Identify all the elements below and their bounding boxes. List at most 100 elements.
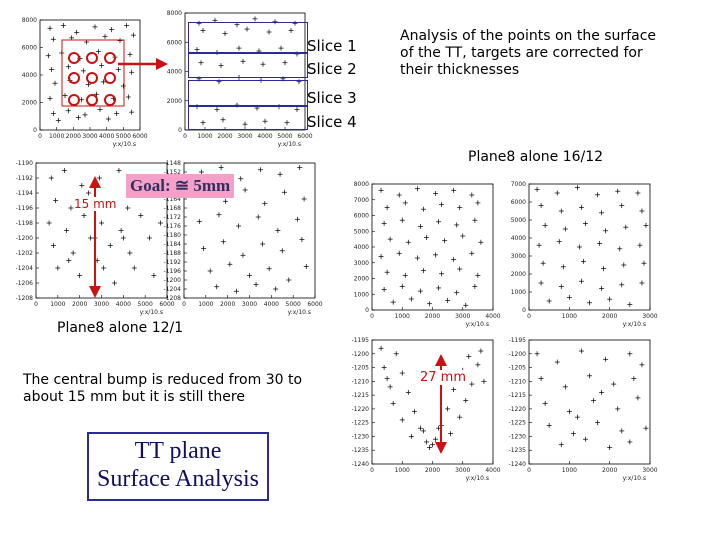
data-point (114, 111, 120, 116)
y-tick-label: -1190 (16, 160, 34, 167)
data-point (423, 439, 429, 445)
y-tick-label: -1184 (164, 241, 182, 248)
x-tick-label: 2000 (66, 133, 81, 140)
slice-box-1 (188, 22, 308, 54)
data-point (390, 400, 396, 406)
data-point (578, 278, 584, 284)
slice-label-3: Slice 3 (307, 89, 357, 107)
data-point (216, 212, 222, 218)
data-point (109, 27, 115, 33)
data-point (433, 190, 439, 196)
data-point (417, 425, 423, 431)
data-point (478, 239, 484, 245)
x-tick-label: 0 (370, 313, 374, 320)
data-point (578, 204, 584, 210)
data-point (381, 365, 387, 371)
data-point (378, 345, 384, 351)
data-point (107, 243, 113, 248)
data-point (402, 272, 408, 278)
x-tick-label: 2000 (602, 467, 617, 474)
data-point (196, 219, 202, 224)
data-point (381, 220, 387, 226)
data-point (50, 243, 56, 248)
data-point (478, 348, 484, 354)
plot-frame (528, 339, 651, 465)
data-point (131, 265, 137, 271)
data-point (74, 29, 80, 35)
y-tick-label: -1235 (352, 447, 370, 454)
data-point (282, 60, 288, 66)
plane8-16-12-label: Plane8 alone 16/12 (468, 149, 604, 165)
data-point (297, 165, 303, 170)
data-point (138, 213, 144, 218)
data-point (621, 262, 627, 268)
y-tick-label: -1194 (16, 190, 34, 197)
y-tick-label: -1168 (164, 205, 182, 212)
data-point (619, 428, 625, 434)
data-point (79, 97, 85, 103)
data-point (125, 205, 131, 211)
data-point (275, 228, 281, 233)
data-point (627, 439, 633, 445)
central-bump-line-2: about 15 mm but it is still there (23, 389, 245, 405)
data-point (100, 79, 106, 85)
y-tick-label: -1208 (164, 295, 182, 302)
data-point (460, 233, 466, 239)
data-point (46, 220, 52, 226)
y-tick-label: 1000 (354, 291, 369, 298)
x-tick-label: 4000 (99, 133, 114, 140)
x-tick-label: 2000 (217, 133, 232, 140)
x-axis-label: y:x/10.s (623, 475, 646, 482)
target-circles (68, 52, 116, 106)
data-point (558, 284, 564, 290)
data-point (242, 121, 248, 127)
data-point (430, 442, 435, 448)
y-tick-label: 1000 (511, 289, 526, 296)
y-tick-label: 2000 (167, 98, 182, 105)
plane8-12-1-label: Plane8 alone 12/1 (57, 320, 184, 336)
x-tick-label: 1000 (50, 301, 65, 308)
x-tick-label: 6000 (159, 301, 174, 308)
y-tick-label: -1210 (509, 378, 527, 385)
tt-plane-title-line-2: Surface Analysis (97, 466, 259, 492)
label-15mm: 15 mm (74, 197, 117, 211)
data-point (220, 239, 226, 245)
data-point (601, 266, 607, 272)
slice-label-2: Slice 2 (307, 60, 357, 78)
y-tick-label: 6000 (167, 39, 182, 46)
y-tick-label: 2000 (22, 100, 37, 107)
data-point (399, 417, 405, 423)
data-point (384, 205, 390, 211)
y-tick-label: -1215 (352, 392, 370, 399)
x-tick-label: 1000 (49, 133, 64, 140)
data-point (627, 302, 633, 308)
x-tick-label: 3000 (455, 313, 470, 320)
data-point (570, 431, 576, 437)
data-point (420, 206, 426, 212)
data-point (378, 253, 384, 259)
data-point (641, 260, 647, 266)
y-tick-label: 7000 (511, 181, 526, 188)
x-tick-label: 2000 (425, 313, 440, 320)
y-tick-label: -1220 (509, 406, 527, 413)
x-tick-label: 2000 (72, 301, 87, 308)
data-point (384, 376, 390, 382)
y-tick-label: -1188 (164, 250, 182, 257)
data-point (619, 203, 625, 209)
data-point (469, 192, 475, 198)
data-point (405, 389, 411, 395)
data-point (214, 284, 220, 290)
data-point (88, 235, 94, 241)
analysis-line-1: Analysis of the points on the surface (400, 28, 657, 44)
data-point (396, 250, 402, 256)
tt-plane-title-box: TT plane Surface Analysis (87, 432, 269, 501)
data-point (619, 282, 625, 288)
y-tick-label: -1200 (16, 235, 34, 242)
data-point (433, 436, 439, 442)
x-axis-label: y:x/10.s (466, 321, 489, 328)
x-tick-label: 0 (183, 133, 187, 140)
data-point (60, 23, 66, 28)
data-point (463, 398, 469, 404)
data-point (242, 187, 248, 193)
y-tick-label: -1195 (352, 337, 370, 344)
